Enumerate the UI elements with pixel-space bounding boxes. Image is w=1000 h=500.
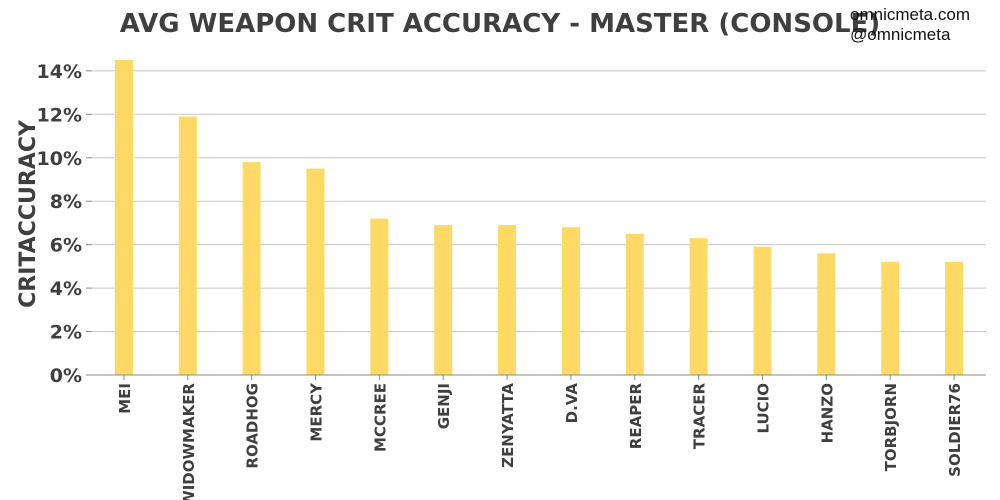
y-tick-label: 4% [50,278,82,300]
x-tick-label: MEI [116,383,134,414]
bar-mercy [306,168,325,375]
bar-reaper [625,233,644,375]
y-tick-label: 10% [37,148,82,170]
x-tick-label: LUCIO [755,383,773,434]
bar-d-va [561,227,580,375]
y-tick-label: 6% [50,235,82,257]
y-tick-label: 0% [50,365,82,387]
x-tick-label: TRACER [691,383,709,450]
y-tick-label: 2% [50,322,82,344]
x-axis-tick-labels: MEI WIDOWMAKER ROADHOG MERCY MCCREE GENJI ZENY… [116,382,964,500]
bars [114,60,964,375]
y-tick-label: 14% [37,61,82,83]
y-tick-label: 12% [37,104,82,126]
x-tick-label: TORBJORN [882,383,900,471]
x-tick-label: MERCY [308,382,326,442]
bar-soldier76 [945,262,964,375]
x-tick-label: SOLDIER76 [946,383,964,477]
y-tick-label: 8% [50,191,82,213]
x-tick-label: ZENYATTA [499,383,517,468]
bar-mei [114,60,133,375]
chart-title: AVG WEAPON CRIT ACCURACY - MASTER (CONSO… [120,9,880,39]
bar-genji [434,225,453,375]
bar-mccree [370,218,389,375]
x-tick-label: REAPER [627,383,645,450]
y-axis-label: CRITACCURACY [16,119,41,308]
bar-roadhog [242,162,261,375]
x-tick-label: HANZO [818,383,836,443]
bar-zenyatta [498,225,517,375]
watermark-site: omnicmeta.com [850,5,970,24]
bar-hanzo [817,253,836,375]
x-tick-label: GENJI [435,383,453,429]
bar-torbjorn [881,262,900,375]
x-tick-label: D.VA [563,383,581,424]
watermark-handle: @omnicmeta [850,25,951,44]
bar-tracer [689,238,708,375]
x-tick-label: WIDOWMAKER [180,383,198,500]
x-tick-label: MCCREE [371,383,389,452]
gridlines [92,70,986,333]
x-tick-label: ROADHOG [244,383,262,469]
bar-lucio [753,246,772,375]
x-axis [92,374,986,380]
y-axis-ticks: 0% 2% 4% 6% 8% 10% 12% 14% [37,61,92,387]
bar-widowmaker [178,116,197,375]
